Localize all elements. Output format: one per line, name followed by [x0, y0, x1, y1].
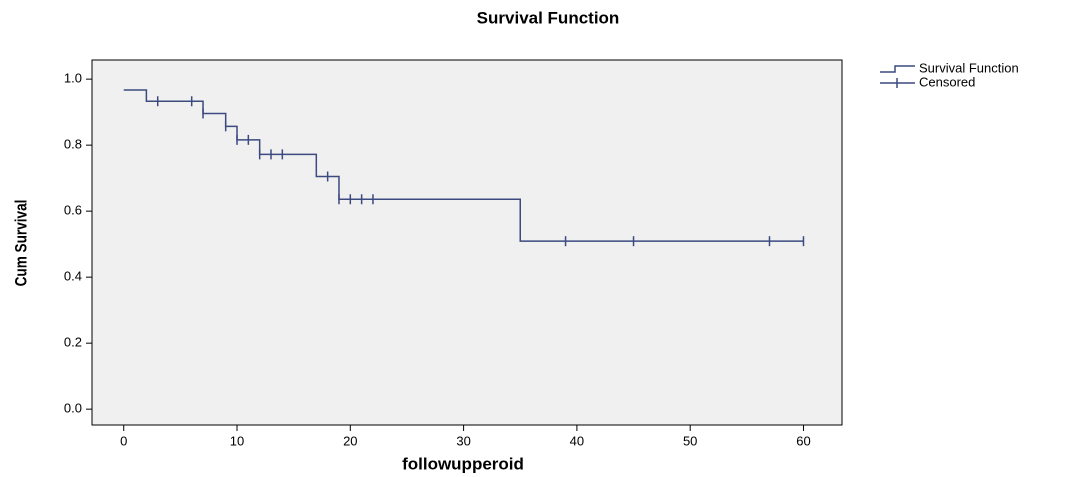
legend-label: Survival Function [919, 60, 1019, 75]
plot-area [91, 59, 843, 426]
y-tick-label: 0.8 [64, 137, 82, 152]
y-tick-label: 0.2 [64, 335, 82, 350]
x-tick-label: 0 [120, 433, 127, 448]
y-tick-label: 0.6 [64, 203, 82, 218]
x-tick-label: 60 [796, 433, 810, 448]
legend-symbol [880, 65, 915, 73]
x-axis-title: followupperoid [402, 454, 524, 473]
x-tick-label: 30 [456, 433, 470, 448]
y-tick-label: 0.4 [64, 269, 82, 284]
y-tick-label: 1.0 [64, 71, 82, 86]
y-tick-label: 0.0 [64, 401, 82, 416]
x-tick-label: 20 [343, 433, 357, 448]
x-tick-label: 10 [230, 433, 244, 448]
x-tick-label: 50 [683, 433, 697, 448]
legend-label: Censored [919, 74, 975, 89]
y-axis-title: Cum Survival [12, 200, 31, 287]
chart-title: Survival Function [477, 8, 620, 27]
x-tick-label: 40 [570, 433, 584, 448]
